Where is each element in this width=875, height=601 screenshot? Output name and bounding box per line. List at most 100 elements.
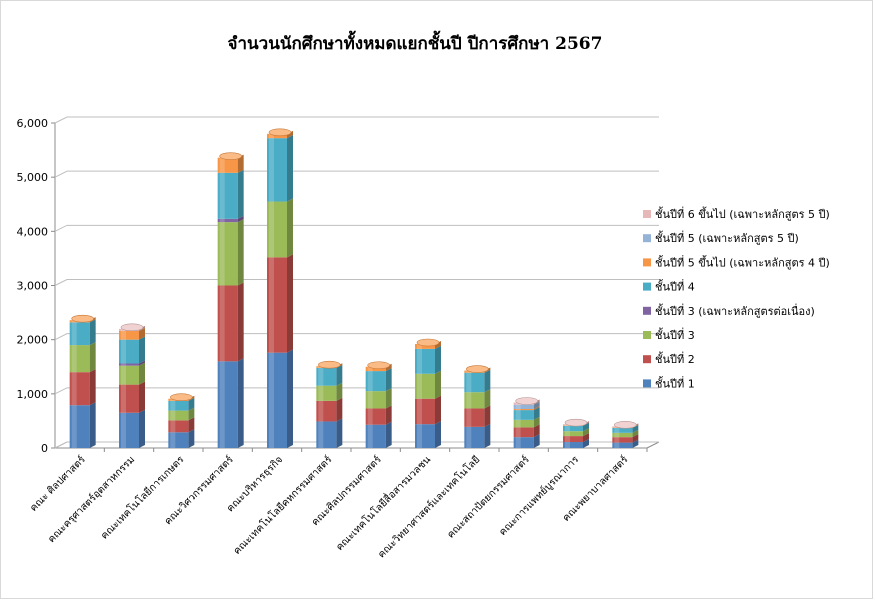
y-tick-label: 4,000 [17,225,49,238]
bar-segment-highlight [367,366,373,372]
bar-segment-highlight [121,412,126,448]
bar-segment [69,369,96,406]
bar-segment [316,397,343,422]
bar-segment-front [316,400,337,422]
bar-segment-highlight [170,400,176,411]
bar-segment [69,402,96,448]
bar-segment-side [139,409,145,448]
bar-segment-front [217,361,238,448]
bar-segment [119,409,145,448]
bar-segment-front [415,398,435,425]
bar-segment-highlight [466,408,472,427]
y-tick-label: 1,000 [17,388,49,401]
bar-segment-front [365,424,386,448]
legend-label: ชั้นปีที่ 1 [655,375,695,390]
bar-segment-side [583,433,589,443]
bar-top-cap [318,360,341,369]
bar-segment-highlight [219,172,225,219]
bar-segment-front [119,363,139,366]
bar-segment [365,421,392,448]
bar-segment [513,424,540,438]
bar-segment-highlight [219,157,225,173]
bar-segment [513,434,540,448]
bar-segment [513,407,540,420]
bar-segment [415,395,441,425]
bar-segment-side [336,418,343,448]
bar-segment-front [69,322,90,346]
bar-segment-side [435,341,441,349]
bar-segment-highlight [121,363,126,366]
bar-segment-side [139,336,145,364]
bar-segment-front [464,426,485,448]
bar-segment-side [632,424,639,433]
bar-segment-front [563,442,583,448]
bar-segment [316,364,343,386]
bar-segment-side [237,215,244,223]
bar-segment-highlight [269,257,274,353]
bar-segment-side [336,382,343,401]
bar-segment [119,381,145,413]
bar-segment-front [365,371,386,392]
bar-segment [119,362,145,385]
legend-swatch [643,306,651,315]
bar-segment-front [267,257,287,353]
bar-segment-front [464,372,485,393]
bar-segment-front [563,436,583,443]
bar-segment-highlight [170,420,176,433]
gridline [54,441,659,449]
bar-top-cap [120,323,144,332]
bar-segment-highlight [121,339,126,364]
bar-segment-highlight [367,391,373,409]
gridline [54,387,659,395]
legend-label: ชั้นปีที่ 4 [655,279,695,294]
bar-segment-side [632,439,639,448]
bar-segment-side [435,395,441,425]
legend-swatch [643,282,651,291]
bar-segment [415,370,441,399]
x-category-label: คณะวิทยาศาสตร์และเทคโนโลยี [375,453,483,561]
bar-segment-side [188,407,195,421]
bar-segment-front [267,352,287,448]
bar-top-cap [416,338,440,347]
bar-segment [217,219,244,286]
bar-segment-side [484,405,491,427]
bar-segment-front [217,157,238,173]
bar-segment [316,418,343,448]
bar-segment-highlight [466,370,472,373]
bar-segment-front [513,419,534,428]
gridline [54,170,659,178]
bar-segment-front [119,331,139,340]
bar-segment [365,388,392,409]
bar-segment [415,341,441,349]
bar-segment-highlight [318,367,324,386]
bar-segment-front [316,385,337,401]
bar-segment [316,382,343,401]
bar-top-cap [367,361,390,370]
bar-segment-side [237,219,244,286]
bar-segment-side [385,405,392,425]
y-tick-label: 0 [41,442,48,455]
bar-segment [563,439,589,448]
legend-swatch [643,331,651,339]
bar-segment [464,369,491,393]
bar-segment-highlight [71,345,77,373]
bar-segment-front [365,408,386,425]
bar-segment-front [415,424,435,448]
bar-segment-highlight [269,133,274,139]
bar-segment-front [513,427,534,438]
bar-segment-front [415,344,435,349]
bar-segment-side [237,154,244,173]
bar-segment-side [336,397,343,422]
bar-segment-highlight [318,385,324,401]
bar-segment [464,405,491,427]
bar-segment-highlight [170,410,176,421]
bar-segment-highlight [367,408,373,425]
bar-segment [119,328,145,340]
bar-segment [415,421,441,448]
bar-segment-front [612,432,633,438]
bar-segment [217,282,244,362]
bar-segment [267,135,293,202]
bar-segment-side [583,439,589,448]
